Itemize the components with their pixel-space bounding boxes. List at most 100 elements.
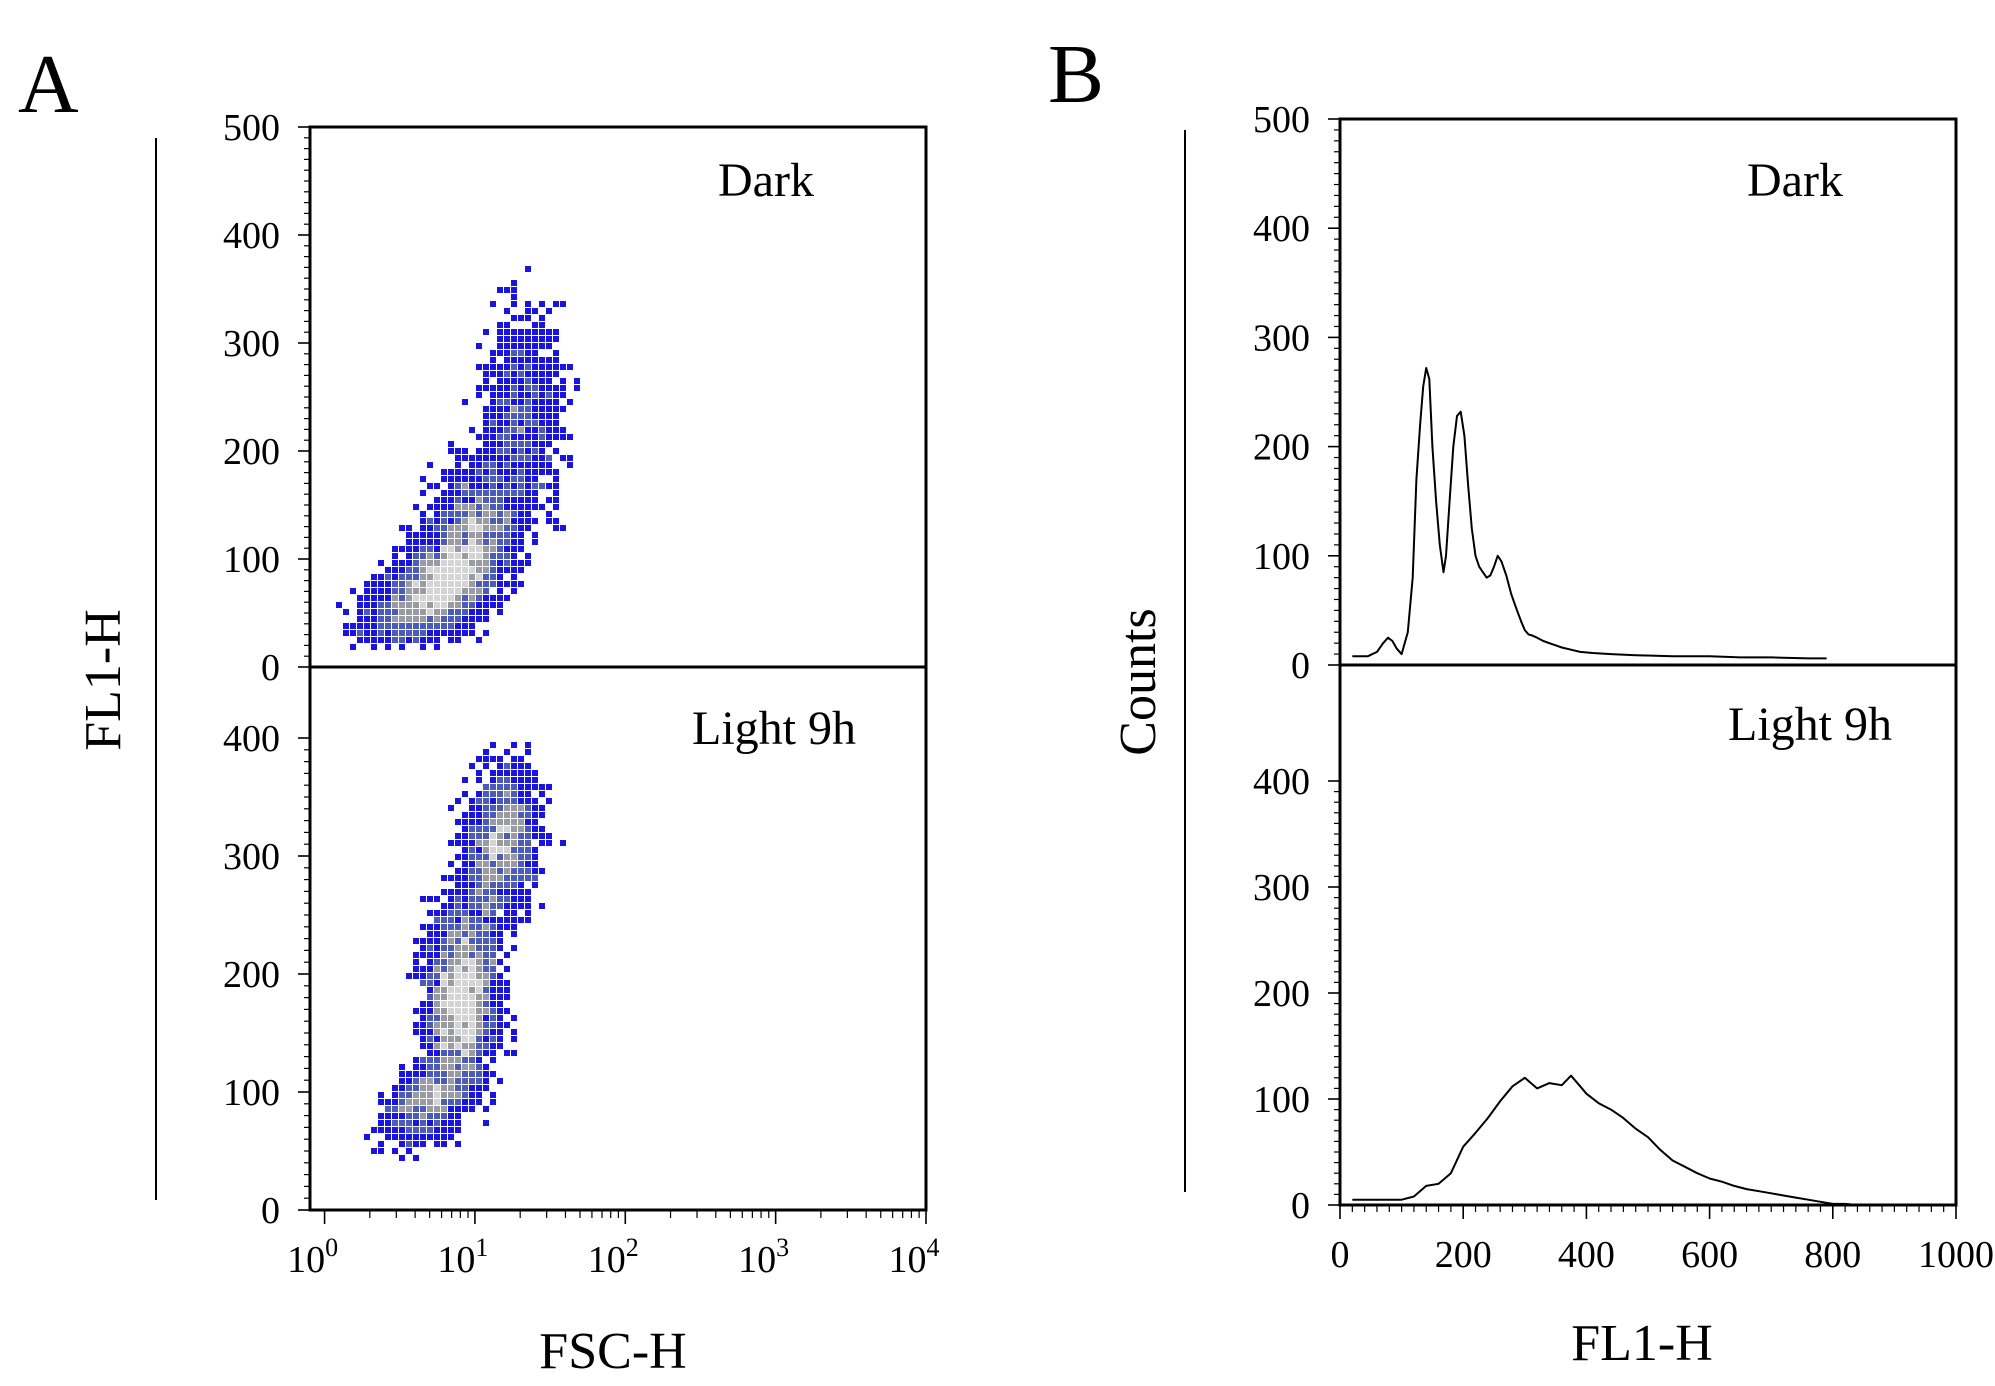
panel-a-density-point: [504, 357, 510, 363]
panel-a-density-point: [434, 609, 440, 615]
panel-a-density-point: [469, 511, 475, 517]
panel-a-density-point: [420, 546, 426, 552]
panel-a-density-point: [525, 469, 531, 475]
panel-a-density-point: [525, 819, 531, 825]
panel-a-density-point: [525, 777, 531, 783]
panel-a-density-point: [420, 1036, 426, 1042]
panel-a-density-point: [371, 1148, 377, 1154]
panel-a-density-point: [434, 574, 440, 580]
panel-a-density-point: [483, 889, 489, 895]
panel-a-density-point: [441, 588, 447, 594]
panel-a-density-point: [525, 749, 531, 755]
panel-a-density-point: [441, 602, 447, 608]
panel-a-density-point: [392, 574, 398, 580]
panel-a-density-point: [518, 546, 524, 552]
panel-a-density-point: [469, 987, 475, 993]
panel-a-density-point: [504, 511, 510, 517]
panel-a-density-point: [413, 553, 419, 559]
panel-a-density-point: [476, 980, 482, 986]
panel-a-density-point: [504, 812, 510, 818]
panel-a-density-point: [504, 889, 510, 895]
panel-a-density-point: [462, 630, 468, 636]
panel-a-density-point: [399, 644, 405, 650]
panel-a-density-point: [455, 497, 461, 503]
panel-a-density-point: [420, 567, 426, 573]
panel-a-density-point: [455, 938, 461, 944]
panel-a-density-point: [553, 497, 559, 503]
panel-a-density-point: [469, 1015, 475, 1021]
panel-a-density-point: [518, 819, 524, 825]
panel-a-density-point: [427, 987, 433, 993]
panel-a-density-point: [539, 378, 545, 384]
panel-a-density-point: [532, 812, 538, 818]
panel-a-density-point: [427, 952, 433, 958]
panel-a-density-point: [392, 581, 398, 587]
panel-a-density-point: [497, 364, 503, 370]
panel-a-density-point: [511, 1036, 517, 1042]
panel-a-density-point: [560, 434, 566, 440]
panel-a-density-point: [392, 567, 398, 573]
panel-a-density-point: [413, 560, 419, 566]
panel-a-density-point: [511, 763, 517, 769]
panel-a-density-point: [518, 567, 524, 573]
panel-a-density-point: [546, 511, 552, 517]
panel-a-density-point: [518, 525, 524, 531]
panel-a-density-point: [462, 525, 468, 531]
panel-a-density-point: [511, 294, 517, 300]
panel-a-density-point: [504, 399, 510, 405]
panel-a-density-point: [420, 1092, 426, 1098]
panel-a-density-point: [448, 1050, 454, 1056]
panel-a-density-point: [497, 574, 503, 580]
panel-a-density-point: [399, 602, 405, 608]
panel-a-density-point: [483, 980, 489, 986]
panel-a-density-point: [413, 609, 419, 615]
panel-a-density-point: [441, 1071, 447, 1077]
panel-a-density-point: [476, 511, 482, 517]
panel-a-density-point: [483, 966, 489, 972]
panel-a-density-point: [427, 567, 433, 573]
panel-a-density-point: [441, 938, 447, 944]
panel-a-density-point: [546, 336, 552, 342]
panel-a-density-point: [462, 469, 468, 475]
panel-a-density-point: [511, 546, 517, 552]
panel-a-density-point: [490, 1092, 496, 1098]
panel-a-density-point: [462, 994, 468, 1000]
panel-a-density-point: [525, 805, 531, 811]
panel-a-density-point: [441, 574, 447, 580]
panel-a-density-point: [420, 896, 426, 902]
panel-a-density-point: [490, 896, 496, 902]
panel-a-density-point: [539, 420, 545, 426]
panel-a-density-point: [497, 490, 503, 496]
panel-a-density-point: [483, 553, 489, 559]
panel-a-density-point: [476, 469, 482, 475]
panel-a-density-point: [497, 399, 503, 405]
panel-a-density-point: [525, 560, 531, 566]
panel-a-density-point: [462, 539, 468, 545]
panel-a-density-point: [518, 385, 524, 391]
panel-a-density-point: [483, 840, 489, 846]
panel-a-density-point: [490, 392, 496, 398]
panel-a-density-point: [427, 532, 433, 538]
panel-a-density-point: [497, 287, 503, 293]
panel-a-density-point: [539, 385, 545, 391]
panel-a-density-point: [511, 819, 517, 825]
panel-a-density-point: [434, 1127, 440, 1133]
panel-a-density-point: [441, 973, 447, 979]
panel-a-density-point: [483, 868, 489, 874]
panel-a-density-point: [525, 441, 531, 447]
panel-a-density-point: [420, 924, 426, 930]
panel-a-density-point: [434, 917, 440, 923]
panel-a-density-point: [511, 889, 517, 895]
panel-a-density-point: [420, 1057, 426, 1063]
panel-a-density-point: [476, 1099, 482, 1105]
panel-a-density-point: [511, 826, 517, 832]
panel-a-density-point: [420, 1008, 426, 1014]
panel-a-density-point: [490, 798, 496, 804]
panel-a-density-point: [525, 266, 531, 272]
panel-a-density-point: [413, 966, 419, 972]
panel-a-density-point: [455, 931, 461, 937]
panel-a-density-point: [392, 1092, 398, 1098]
panel-a-density-point: [483, 413, 489, 419]
panel-a-density-point: [511, 945, 517, 951]
